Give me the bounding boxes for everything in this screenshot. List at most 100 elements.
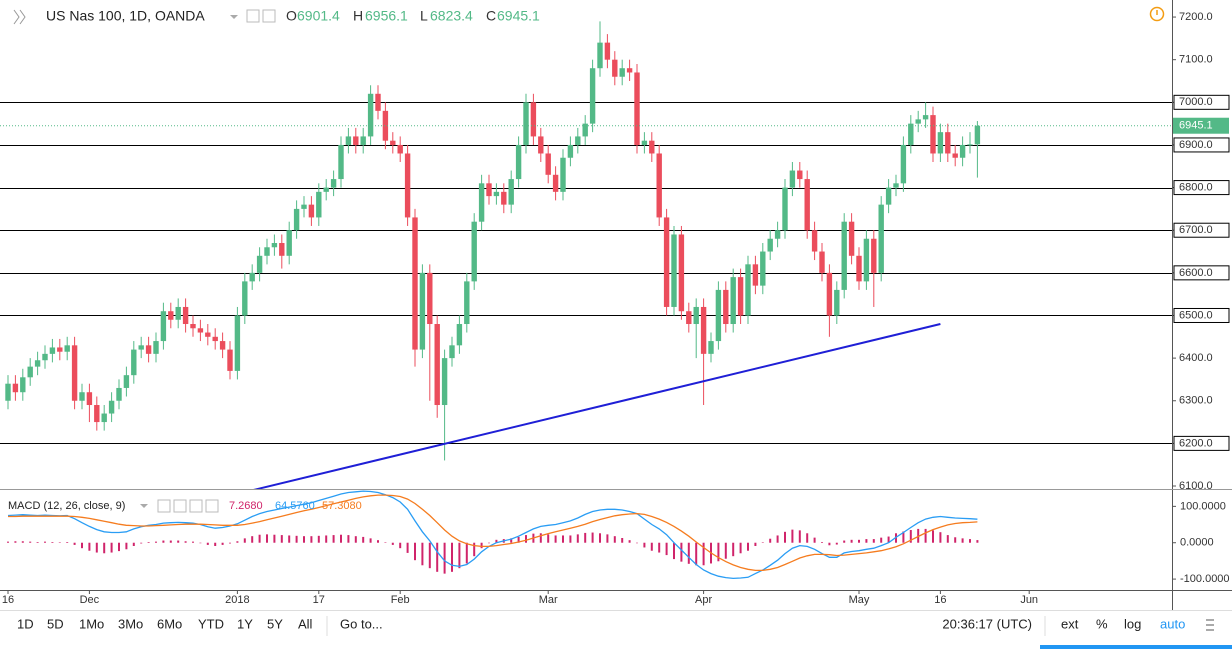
candle-body [604, 42, 611, 60]
range-button[interactable]: 5Y [267, 616, 283, 631]
goto-button[interactable]: Go to... [340, 616, 383, 631]
candle-body [42, 353, 48, 361]
histogram-bar [850, 539, 853, 543]
eye-icon[interactable] [246, 9, 260, 23]
histogram-bar [872, 539, 875, 543]
candle-body [723, 289, 729, 325]
histogram-bar [465, 542, 468, 564]
macd-settings[interactable] [173, 499, 187, 513]
candle-body [419, 272, 426, 350]
candle-body [908, 123, 914, 145]
histogram-bar [539, 533, 542, 543]
symbol[interactable]: US Nas 100, 1D, OANDA [46, 8, 205, 24]
histogram-bar [724, 542, 727, 559]
macd-legend: 64.5760 [275, 500, 315, 512]
histogram-bar [288, 535, 291, 543]
histogram-bar [769, 538, 772, 543]
histogram-bar [510, 538, 513, 543]
candle-body [486, 183, 492, 197]
histogram-bar [206, 542, 209, 545]
trendline[interactable] [252, 323, 941, 490]
x-tick-label: May [849, 594, 870, 606]
candle-body [57, 347, 63, 352]
candle-body [930, 115, 936, 154]
candle-body [856, 255, 862, 282]
candle-body [708, 341, 714, 354]
candle-body [493, 191, 500, 197]
histogram-bar [36, 542, 39, 543]
y-tick-label: 6100.0 [1179, 480, 1213, 492]
x-tick-label: 16 [934, 594, 946, 606]
macd-add[interactable] [189, 499, 203, 513]
histogram-bar [273, 534, 276, 543]
candle-body [197, 328, 204, 333]
range-button[interactable]: 1Y [237, 616, 253, 631]
settings-icon[interactable] [1206, 619, 1214, 631]
y-tick-label: 6200.0 [1179, 437, 1213, 449]
range-button[interactable]: All [298, 616, 313, 631]
histogram-bar [443, 542, 446, 574]
histogram-bar [199, 542, 202, 544]
candle-body [885, 187, 892, 205]
histogram-bar [384, 542, 387, 543]
candle-body [974, 125, 981, 145]
low-value: 6823.4 [430, 8, 473, 24]
candle-body [560, 157, 566, 192]
candle-body [27, 366, 33, 378]
macd-dropdown[interactable] [140, 504, 148, 508]
histogram-bar [21, 541, 24, 543]
option-button[interactable]: auto [1160, 616, 1185, 631]
range-button[interactable]: 5D [47, 616, 64, 631]
candle-body [404, 153, 411, 218]
option-button[interactable]: ext [1061, 616, 1079, 631]
histogram-bar [369, 538, 372, 543]
y-tick-label: 6300.0 [1179, 395, 1213, 407]
candle-body [190, 324, 196, 329]
range-button[interactable]: 1D [17, 616, 34, 631]
macd-pane [7, 490, 979, 580]
range-button[interactable]: 1Mo [79, 616, 104, 631]
histogram-bar [673, 542, 675, 560]
histogram-bar [414, 542, 416, 561]
histogram-bar [961, 538, 964, 543]
high-value: 6956.1 [365, 8, 408, 24]
histogram-bar [236, 541, 239, 543]
candle-body [293, 208, 300, 231]
histogram-bar [784, 531, 786, 543]
histogram-bar [125, 542, 128, 550]
macd-more[interactable] [205, 499, 219, 513]
candle-body [811, 230, 818, 252]
histogram-bar [162, 540, 165, 543]
candle-body [64, 345, 70, 352]
candle-body [5, 383, 11, 401]
candle-body [922, 115, 929, 120]
range-button[interactable]: 3Mo [118, 616, 143, 631]
dropdown-icon[interactable] [230, 15, 238, 19]
candle-body [538, 136, 544, 154]
candle-body [20, 377, 26, 393]
candle-body [737, 277, 744, 316]
candle-body [382, 110, 389, 141]
settings-icon[interactable] [262, 9, 276, 23]
macd-eye[interactable] [157, 499, 171, 513]
candle-body [94, 405, 100, 423]
candle-body [952, 153, 958, 158]
histogram-bar [251, 536, 254, 543]
range-button[interactable]: 6Mo [157, 616, 182, 631]
histogram-bar [473, 542, 476, 557]
option-button[interactable]: log [1124, 616, 1141, 631]
alert-icon[interactable] [1149, 6, 1165, 22]
range-button[interactable]: YTD [198, 616, 224, 631]
histogram-bar [177, 540, 180, 543]
signal-legend: 57.3080 [322, 500, 362, 512]
clock: 20:36:17 (UTC) [942, 616, 1032, 631]
y-tick-label: 6500.0 [1179, 309, 1213, 321]
option-button[interactable]: % [1096, 616, 1108, 631]
histogram-bar [140, 542, 143, 544]
collapse-icon[interactable] [13, 9, 26, 25]
candle-body [182, 306, 189, 325]
x-tick-label: 17 [313, 594, 325, 606]
candle-body [449, 345, 455, 359]
candle-body [641, 140, 648, 145]
